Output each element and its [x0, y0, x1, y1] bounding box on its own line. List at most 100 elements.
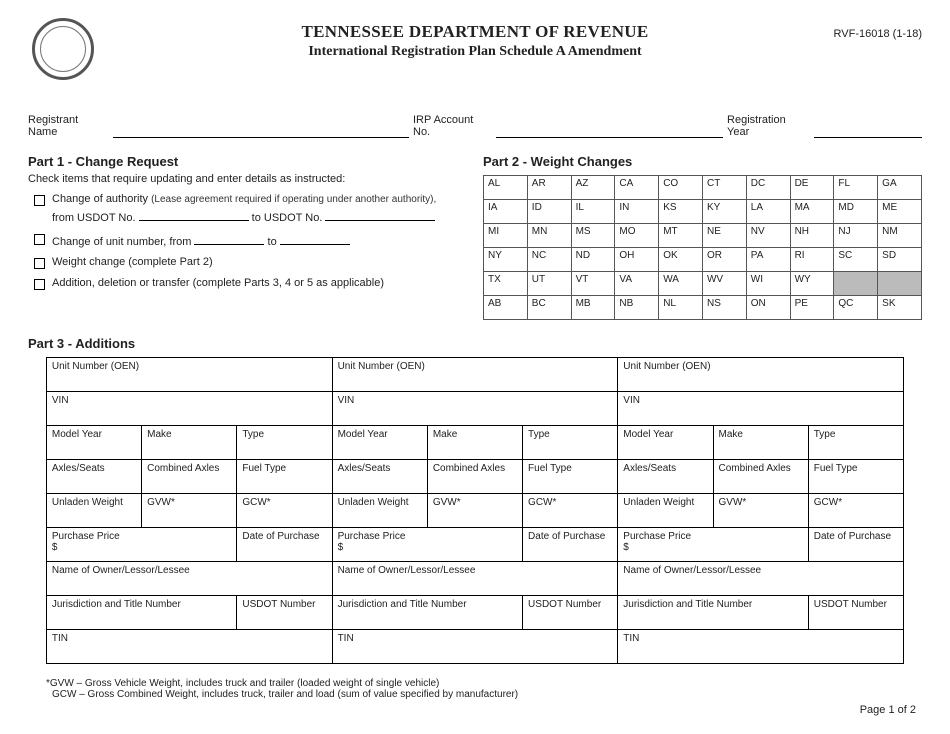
price-2[interactable]: Purchase Price$	[332, 528, 522, 562]
state-LA[interactable]: LA	[746, 200, 790, 224]
state-NH[interactable]: NH	[790, 224, 834, 248]
combaxles-2[interactable]: Combined Axles	[427, 460, 522, 494]
state-NE[interactable]: NE	[702, 224, 746, 248]
state-GA[interactable]: GA	[878, 176, 922, 200]
modelyear-1[interactable]: Model Year	[46, 426, 141, 460]
type-3[interactable]: Type	[808, 426, 903, 460]
state-IA[interactable]: IA	[484, 200, 528, 224]
state-IL[interactable]: IL	[571, 200, 615, 224]
tin-2[interactable]: TIN	[332, 630, 618, 664]
usdot-1[interactable]: USDOT Number	[237, 596, 332, 630]
state-KY[interactable]: KY	[702, 200, 746, 224]
checkbox-addition[interactable]	[34, 279, 45, 290]
state-SC[interactable]: SC	[834, 248, 878, 272]
fuel-2[interactable]: Fuel Type	[523, 460, 618, 494]
state-AL[interactable]: AL	[484, 176, 528, 200]
unladen-1[interactable]: Unladen Weight	[46, 494, 141, 528]
unit-to-field[interactable]	[280, 232, 350, 245]
usdot-2[interactable]: USDOT Number	[523, 596, 618, 630]
unit-number-3[interactable]: Unit Number (OEN)	[618, 358, 904, 392]
make-3[interactable]: Make	[713, 426, 808, 460]
state-NJ[interactable]: NJ	[834, 224, 878, 248]
state-UT[interactable]: UT	[527, 272, 571, 296]
axles-2[interactable]: Axles/Seats	[332, 460, 427, 494]
state-blank[interactable]	[834, 272, 878, 296]
state-NB[interactable]: NB	[615, 296, 659, 320]
usdot-3[interactable]: USDOT Number	[808, 596, 903, 630]
state-ND[interactable]: ND	[571, 248, 615, 272]
state-VT[interactable]: VT	[571, 272, 615, 296]
dop-3[interactable]: Date of Purchase	[808, 528, 903, 562]
state-NL[interactable]: NL	[659, 296, 703, 320]
state-WI[interactable]: WI	[746, 272, 790, 296]
state-PA[interactable]: PA	[746, 248, 790, 272]
juris-2[interactable]: Jurisdiction and Title Number	[332, 596, 522, 630]
tin-3[interactable]: TIN	[618, 630, 904, 664]
state-KS[interactable]: KS	[659, 200, 703, 224]
checkbox-weight-change[interactable]	[34, 258, 45, 269]
combaxles-1[interactable]: Combined Axles	[142, 460, 237, 494]
unit-number-1[interactable]: Unit Number (OEN)	[46, 358, 332, 392]
state-DE[interactable]: DE	[790, 176, 834, 200]
state-OR[interactable]: OR	[702, 248, 746, 272]
state-AZ[interactable]: AZ	[571, 176, 615, 200]
gcw-3[interactable]: GCW*	[808, 494, 903, 528]
state-BC[interactable]: BC	[527, 296, 571, 320]
state-TX[interactable]: TX	[484, 272, 528, 296]
state-PE[interactable]: PE	[790, 296, 834, 320]
state-QC[interactable]: QC	[834, 296, 878, 320]
axles-1[interactable]: Axles/Seats	[46, 460, 141, 494]
state-OK[interactable]: OK	[659, 248, 703, 272]
state-blank[interactable]	[878, 272, 922, 296]
vin-2[interactable]: VIN	[332, 392, 618, 426]
state-MN[interactable]: MN	[527, 224, 571, 248]
make-2[interactable]: Make	[427, 426, 522, 460]
to-usdot-field[interactable]	[325, 208, 435, 221]
state-MO[interactable]: MO	[615, 224, 659, 248]
state-CA[interactable]: CA	[615, 176, 659, 200]
fuel-1[interactable]: Fuel Type	[237, 460, 332, 494]
type-2[interactable]: Type	[523, 426, 618, 460]
state-IN[interactable]: IN	[615, 200, 659, 224]
price-1[interactable]: Purchase Price$	[46, 528, 236, 562]
state-ME[interactable]: ME	[878, 200, 922, 224]
state-ID[interactable]: ID	[527, 200, 571, 224]
state-RI[interactable]: RI	[790, 248, 834, 272]
state-WV[interactable]: WV	[702, 272, 746, 296]
state-CT[interactable]: CT	[702, 176, 746, 200]
modelyear-3[interactable]: Model Year	[618, 426, 713, 460]
registration-year-field[interactable]	[814, 125, 922, 138]
state-WY[interactable]: WY	[790, 272, 834, 296]
modelyear-2[interactable]: Model Year	[332, 426, 427, 460]
price-3[interactable]: Purchase Price$	[618, 528, 808, 562]
state-SD[interactable]: SD	[878, 248, 922, 272]
state-MB[interactable]: MB	[571, 296, 615, 320]
unit-number-2[interactable]: Unit Number (OEN)	[332, 358, 618, 392]
unladen-2[interactable]: Unladen Weight	[332, 494, 427, 528]
state-NC[interactable]: NC	[527, 248, 571, 272]
axles-3[interactable]: Axles/Seats	[618, 460, 713, 494]
state-NS[interactable]: NS	[702, 296, 746, 320]
tin-1[interactable]: TIN	[46, 630, 332, 664]
owner-1[interactable]: Name of Owner/Lessor/Lessee	[46, 562, 332, 596]
state-NV[interactable]: NV	[746, 224, 790, 248]
type-1[interactable]: Type	[237, 426, 332, 460]
gvw-1[interactable]: GVW*	[142, 494, 237, 528]
gvw-2[interactable]: GVW*	[427, 494, 522, 528]
state-MD[interactable]: MD	[834, 200, 878, 224]
state-OH[interactable]: OH	[615, 248, 659, 272]
unladen-3[interactable]: Unladen Weight	[618, 494, 713, 528]
checkbox-change-authority[interactable]	[34, 195, 45, 206]
juris-1[interactable]: Jurisdiction and Title Number	[46, 596, 236, 630]
vin-3[interactable]: VIN	[618, 392, 904, 426]
state-AR[interactable]: AR	[527, 176, 571, 200]
juris-3[interactable]: Jurisdiction and Title Number	[618, 596, 808, 630]
gvw-3[interactable]: GVW*	[713, 494, 808, 528]
state-MA[interactable]: MA	[790, 200, 834, 224]
state-NY[interactable]: NY	[484, 248, 528, 272]
state-DC[interactable]: DC	[746, 176, 790, 200]
state-WA[interactable]: WA	[659, 272, 703, 296]
dop-2[interactable]: Date of Purchase	[523, 528, 618, 562]
state-MT[interactable]: MT	[659, 224, 703, 248]
state-VA[interactable]: VA	[615, 272, 659, 296]
